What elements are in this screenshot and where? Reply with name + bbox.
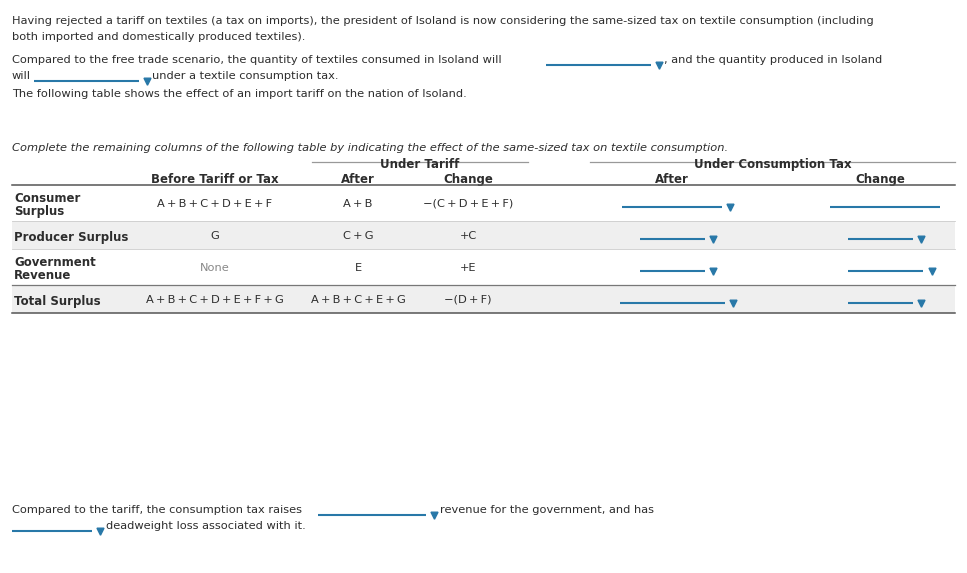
Text: Change: Change [443, 173, 493, 186]
Text: Consumer: Consumer [14, 192, 80, 205]
Text: A + B + C + D + E + F + G: A + B + C + D + E + F + G [146, 295, 284, 305]
Text: After: After [341, 173, 375, 186]
Text: A + B: A + B [343, 199, 372, 209]
Polygon shape [918, 300, 925, 307]
Text: A + B + C + D + E + F: A + B + C + D + E + F [158, 199, 273, 209]
Text: , and the quantity produced in Isoland: , and the quantity produced in Isoland [664, 55, 882, 65]
Text: Surplus: Surplus [14, 205, 64, 218]
Text: −(D + F): −(D + F) [444, 295, 492, 305]
Text: Total Surplus: Total Surplus [14, 295, 101, 308]
Text: Revenue: Revenue [14, 269, 72, 282]
Text: C + G: C + G [342, 231, 373, 241]
Polygon shape [97, 528, 104, 535]
Text: +E: +E [459, 263, 477, 273]
Text: A + B + C + E + G: A + B + C + E + G [310, 295, 405, 305]
Text: After: After [655, 173, 689, 186]
Text: +C: +C [459, 231, 477, 241]
Text: Government: Government [14, 256, 96, 269]
Text: Before Tariff or Tax: Before Tariff or Tax [151, 173, 278, 186]
Text: under a textile consumption tax.: under a textile consumption tax. [152, 71, 338, 81]
Polygon shape [918, 236, 925, 243]
Text: E: E [355, 263, 362, 273]
Bar [12, 221, 955, 249]
Text: Change: Change [855, 173, 905, 186]
Text: Compared to the tariff, the consumption tax raises: Compared to the tariff, the consumption … [12, 505, 302, 515]
Text: None: None [200, 263, 230, 273]
Polygon shape [431, 512, 438, 519]
Bar [12, 285, 955, 313]
Text: Compared to the free trade scenario, the quantity of textiles consumed in Isolan: Compared to the free trade scenario, the… [12, 55, 502, 65]
Text: Under Consumption Tax: Under Consumption Tax [693, 158, 851, 171]
Text: −(C + D + E + F): −(C + D + E + F) [423, 199, 513, 209]
Polygon shape [730, 300, 737, 307]
Text: both imported and domestically produced textiles).: both imported and domestically produced … [12, 32, 306, 42]
Polygon shape [710, 268, 717, 275]
Text: G: G [211, 231, 220, 241]
Text: Having rejected a tariff on textiles (a tax on imports), the president of Isolan: Having rejected a tariff on textiles (a … [12, 16, 874, 26]
Text: deadweight loss associated with it.: deadweight loss associated with it. [106, 521, 306, 531]
Text: revenue for the government, and has: revenue for the government, and has [440, 505, 654, 515]
Text: The following table shows the effect of an import tariff on the nation of Isolan: The following table shows the effect of … [12, 89, 467, 99]
Polygon shape [710, 236, 717, 243]
Polygon shape [144, 78, 151, 85]
Polygon shape [656, 62, 663, 69]
Text: Producer Surplus: Producer Surplus [14, 231, 129, 244]
Polygon shape [727, 204, 734, 211]
Text: Complete the remaining columns of the following table by indicating the effect o: Complete the remaining columns of the fo… [12, 143, 728, 153]
Polygon shape [929, 268, 936, 275]
Text: Under Tariff: Under Tariff [380, 158, 459, 171]
Text: will: will [12, 71, 31, 81]
